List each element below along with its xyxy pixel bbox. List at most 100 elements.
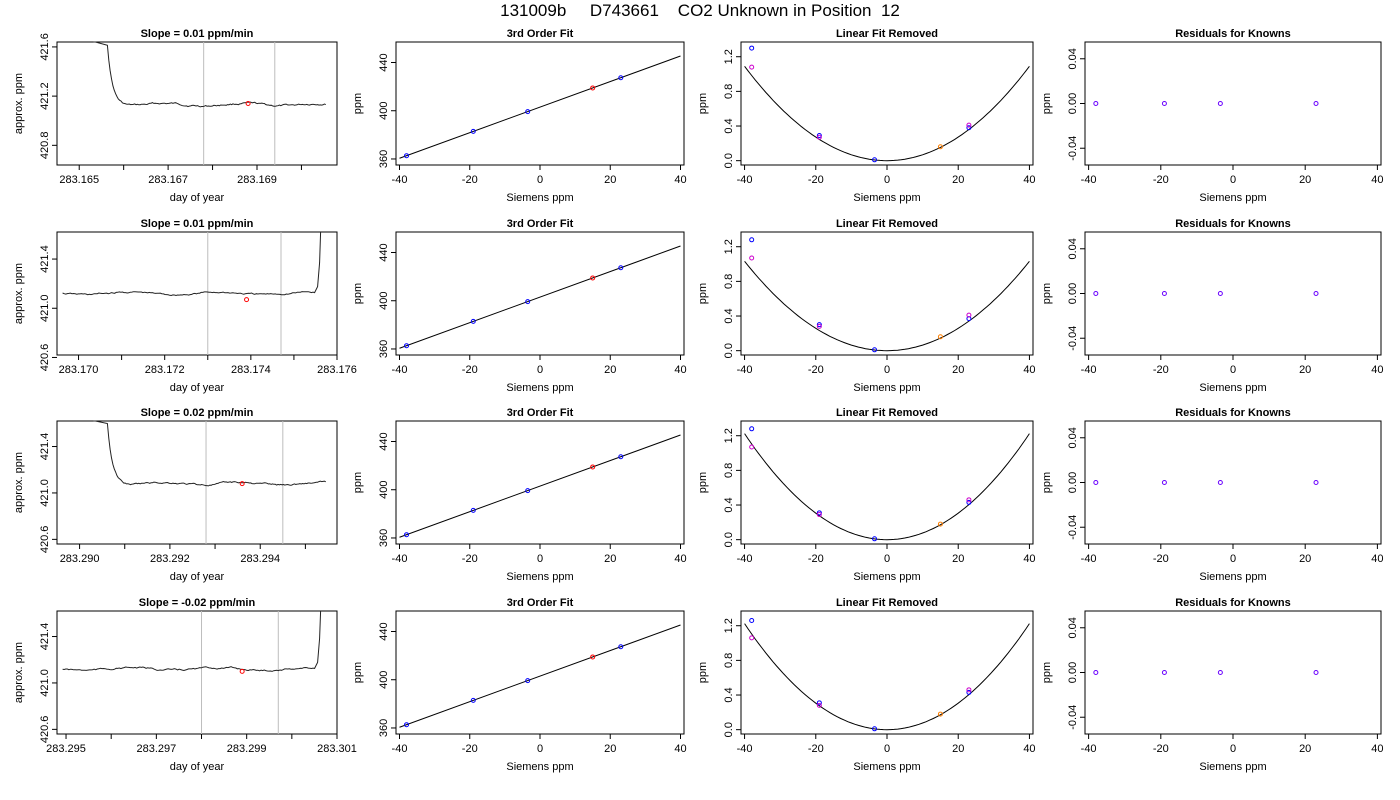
linres-panel-xtick-label: -20 xyxy=(808,743,824,755)
trace-panel-frame xyxy=(56,610,338,735)
linres-panel-frame xyxy=(740,420,1034,545)
linres-panel-xtick-label: 40 xyxy=(1023,553,1035,565)
unknown-point xyxy=(937,334,943,340)
resid-panel-xtick-label: 20 xyxy=(1299,174,1311,186)
resid-panel-xtick-label: 0 xyxy=(1230,553,1236,565)
fit-panel-ytick-label: 360 xyxy=(378,529,390,547)
trace-panel-3: Slope = 0.02 ppm/min 283.290 283.292 283.29… xyxy=(13,407,338,583)
residual-point xyxy=(1313,291,1319,296)
resid-panel-xtick-label: 20 xyxy=(1299,553,1311,565)
known-point xyxy=(404,153,410,159)
linres-panel-xlabel: Siemens ppm xyxy=(853,192,920,204)
resid-panel-ylabel: ppm xyxy=(1041,662,1053,683)
resid-panel-ytick-label: 0.04 xyxy=(1067,427,1079,448)
quad-curve xyxy=(744,433,1030,541)
trace-panel-ylabel: approx. ppm xyxy=(13,642,25,703)
known-point xyxy=(816,700,822,706)
fit-panel-xtick-label: 0 xyxy=(537,553,543,565)
known-point xyxy=(872,726,878,732)
fit-line xyxy=(399,624,681,728)
linres-panel-xtick-label: 0 xyxy=(884,174,890,186)
fit-panel-ytick-label: 360 xyxy=(378,340,390,358)
resid-panel-title: Residuals for Knowns xyxy=(1175,597,1291,609)
resid-panel-xtick-label: -20 xyxy=(1153,743,1169,755)
known-point xyxy=(966,316,972,322)
residual-point xyxy=(1161,291,1167,296)
trace-panel-xlabel: day of year xyxy=(170,192,225,204)
trace-panel-xlabel: day of year xyxy=(170,761,225,773)
resid-panel-ytick-label: -0.04 xyxy=(1067,326,1079,351)
linres-panel-xlabel: Siemens ppm xyxy=(853,382,920,394)
known-point xyxy=(525,109,531,115)
resid-panel-4: Residuals for Knowns -40 -20 0 20 40 Siemens p… xyxy=(1041,597,1384,773)
fit-panel-title: 3rd Order Fit xyxy=(507,597,574,609)
unknown-point xyxy=(590,275,596,281)
unknown-point xyxy=(937,711,943,717)
resid-panel-frame xyxy=(1084,610,1382,735)
trace-panel-xtick-label: 283.169 xyxy=(237,174,277,186)
resid-panel-xtick-label: 40 xyxy=(1371,364,1383,376)
unknown-point xyxy=(590,654,596,660)
trace-panel-title: Slope = 0.01 ppm/min xyxy=(141,28,254,40)
linres-panel-title: Linear Fit Removed xyxy=(836,218,938,230)
fit-line xyxy=(399,55,681,159)
linres-panel-ytick-label: 0.8 xyxy=(723,274,735,289)
figure-title: 131009b D743661 CO2 Unknown in Position … xyxy=(500,1,900,20)
trace-panel-frame xyxy=(56,420,338,545)
linres-panel-ytick-label: 1.2 xyxy=(723,618,735,633)
trace-line xyxy=(93,41,326,108)
resid-panel-ytick-label: 0.04 xyxy=(1067,617,1079,638)
known-point xyxy=(966,125,972,131)
linres-panel-xtick-label: 0 xyxy=(884,364,890,376)
linres-panel-ylabel: ppm xyxy=(697,93,709,114)
linres-panel-3: Linear Fit Removed -40 -20 0 20 40 Siemens ppm… xyxy=(697,407,1036,583)
residual-point xyxy=(1217,101,1223,106)
fit-panel-frame xyxy=(395,420,685,545)
linres-panel-ytick-label: 0.8 xyxy=(723,463,735,478)
residual-point xyxy=(1093,101,1099,106)
known-point xyxy=(470,318,476,324)
fit-panel-xtick-label: 40 xyxy=(674,174,686,186)
known-point xyxy=(404,343,410,349)
fit-panel-ylabel: ppm xyxy=(352,93,364,114)
linres-panel-xlabel: Siemens ppm xyxy=(853,571,920,583)
resid-panel-2: Residuals for Knowns -40 -20 0 20 40 Siemens p… xyxy=(1041,218,1384,394)
resid-panel-ytick-label: 0.00 xyxy=(1067,472,1079,493)
trace-line xyxy=(62,231,322,297)
fit-line xyxy=(399,434,681,538)
trace-panel-4: Slope = -0.02 ppm/min 283.295 283.297 283.2… xyxy=(13,597,357,773)
known-point-alt xyxy=(816,702,822,708)
linres-panel-frame xyxy=(740,231,1034,356)
trace-panel-frame xyxy=(56,41,338,166)
fit-panel-ytick-label: 440 xyxy=(378,53,390,71)
residual-point xyxy=(1313,670,1319,675)
fit-panel-xlabel: Siemens ppm xyxy=(506,761,573,773)
unknown-point xyxy=(590,464,596,470)
known-point xyxy=(816,322,822,328)
fit-panel-ytick-label: 440 xyxy=(378,432,390,450)
unknown-marker xyxy=(244,297,250,303)
resid-panel-xtick-label: 20 xyxy=(1299,743,1311,755)
resid-panel-ytick-label: 0.00 xyxy=(1067,283,1079,304)
resid-panel-xtick-label: 40 xyxy=(1371,553,1383,565)
fit-panel-xtick-label: 40 xyxy=(674,553,686,565)
resid-panel-xtick-label: 40 xyxy=(1371,743,1383,755)
trace-panel-ytick-label: 421.6 xyxy=(39,33,51,61)
fit-panel-xtick-label: -20 xyxy=(462,743,478,755)
resid-panel-frame xyxy=(1084,231,1382,356)
known-point-alt xyxy=(816,323,822,329)
known-point xyxy=(749,237,755,243)
fit-panel-4: 3rd Order Fit -40 -20 0 20 40 Siemens ppm 360 40… xyxy=(352,597,687,773)
trace-panel-xtick-label: 283.176 xyxy=(317,364,357,376)
linres-panel-ytick-label: 0.0 xyxy=(723,343,735,358)
linres-panel-ytick-label: 0.4 xyxy=(723,118,735,133)
resid-panel-1: Residuals for Knowns -40 -20 0 20 40 Siemens p… xyxy=(1041,28,1384,204)
linres-panel-xtick-label: 40 xyxy=(1023,743,1035,755)
known-point xyxy=(966,689,972,695)
trace-panel-xtick-label: 283.174 xyxy=(231,364,271,376)
linres-panel-xtick-label: -40 xyxy=(737,364,753,376)
unknown-marker xyxy=(239,481,245,487)
residual-point xyxy=(1217,670,1223,675)
fit-panel-ylabel: ppm xyxy=(352,283,364,304)
